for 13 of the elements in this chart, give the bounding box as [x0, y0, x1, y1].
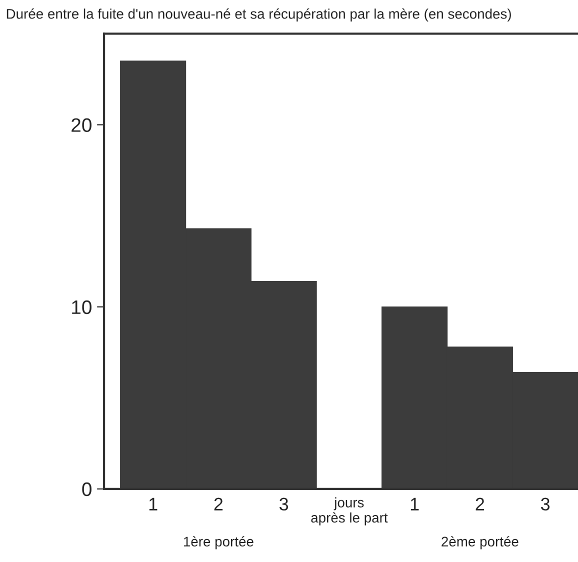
chart-title: Durée entre la fuite d'un nouveau-né et sa récupération par la mère (en secondes) [6, 8, 511, 22]
x-tick-label: 2 [476, 498, 484, 510]
y-tick-label: 0 [82, 482, 92, 496]
text: 1ère portée [184, 536, 254, 550]
x-tick-label: jours après le part [311, 497, 388, 526]
x-tick-label: 1 [149, 498, 158, 510]
y-tick-label: 10 [72, 300, 92, 314]
text: 2ème portée [442, 536, 518, 550]
x-tick-label: 1 [410, 498, 419, 510]
y-tick-label: 20 [72, 118, 92, 132]
x-tick-label: 3 [540, 498, 550, 511]
x-tick-label: 2 [214, 498, 223, 510]
x-tick-label: 3 [279, 498, 288, 511]
